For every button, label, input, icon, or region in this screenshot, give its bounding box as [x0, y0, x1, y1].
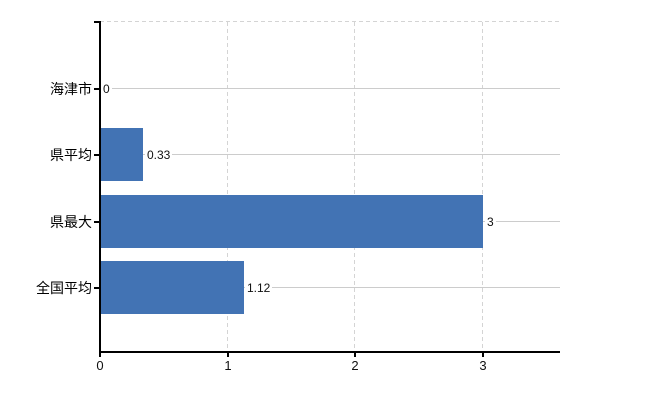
- x-axis: [99, 351, 560, 353]
- x-tick-label-1: 1: [224, 358, 232, 373]
- bar-kenheikin: [101, 128, 143, 181]
- value-label: 0.33: [145, 147, 173, 163]
- y-tick: [94, 287, 100, 289]
- vertical-gridline-3: [482, 22, 483, 352]
- x-tick-label-3: 3: [479, 358, 487, 373]
- value-label: 3: [485, 214, 496, 230]
- row-line: [101, 287, 560, 288]
- y-axis: [99, 21, 101, 352]
- y-tick: [94, 88, 100, 90]
- category-label-zenkokuheikin: 全国平均: [36, 280, 92, 296]
- y-tick: [94, 221, 100, 223]
- plot-top-border: [100, 21, 560, 22]
- y-axis-top-tick: [94, 21, 100, 23]
- category-label-kenheikin: 県平均: [50, 147, 92, 163]
- row-line: [101, 154, 560, 155]
- row-line: [101, 88, 560, 89]
- category-label-kaizushi: 海津市: [50, 81, 92, 97]
- value-label: 1.12: [245, 280, 273, 296]
- vertical-gridline-2: [354, 22, 355, 352]
- x-tick-label-2: 2: [351, 358, 359, 373]
- bar-zenkokuheikin: [101, 261, 244, 314]
- x-tick: [227, 352, 229, 357]
- bar-kensaidai: [101, 195, 483, 248]
- category-label-kensaidai: 県最大: [50, 214, 92, 230]
- x-tick: [354, 352, 356, 357]
- vertical-gridline-1: [227, 22, 228, 352]
- x-tick: [99, 352, 101, 357]
- value-label: 0: [101, 81, 112, 97]
- y-tick: [94, 154, 100, 156]
- x-tick-label-0: 0: [96, 358, 104, 373]
- x-tick: [482, 352, 484, 357]
